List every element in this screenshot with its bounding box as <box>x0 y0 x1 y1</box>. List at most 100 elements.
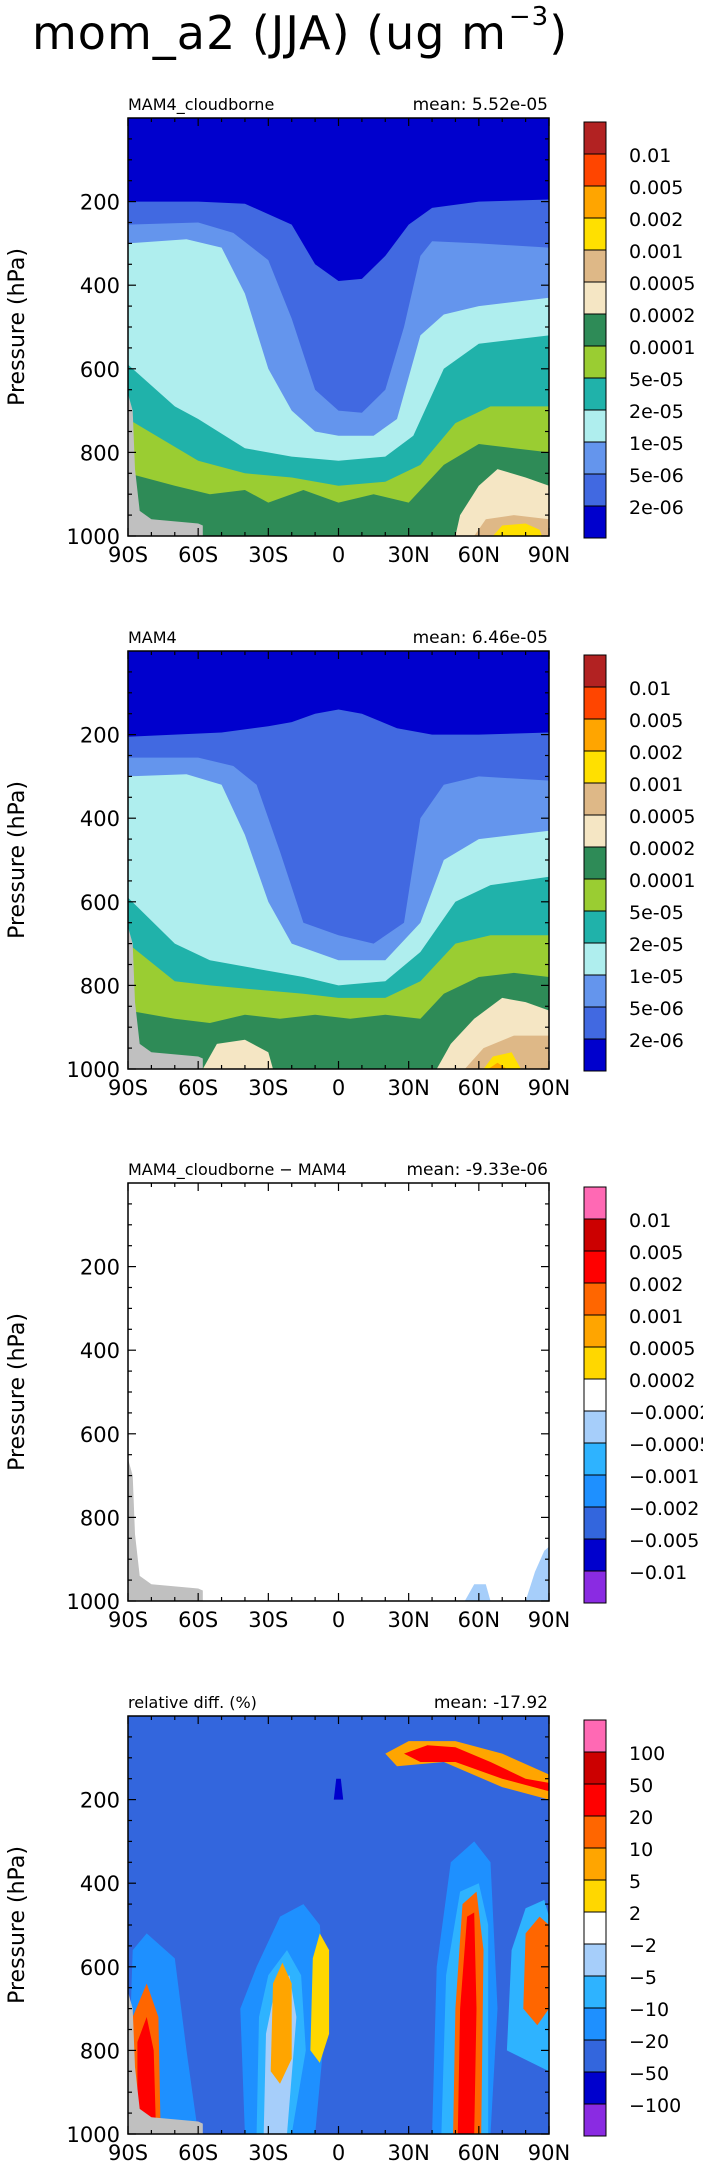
colorbar-box <box>583 1442 607 1476</box>
colorbar-box <box>583 1506 607 1540</box>
y-tick-label: 200 <box>80 191 120 215</box>
missing-data-region <box>128 1991 203 2134</box>
panel-4: 90S 60S 30S 0 30N 60N 90N 200 400 600 800 1000 Press… <box>5 1693 681 2165</box>
contour-2-8 <box>310 1933 330 2063</box>
colorbar-label: 20 <box>629 1807 653 1829</box>
colorbar-label: 0.001 <box>629 1306 683 1328</box>
y-tick-label: 800 <box>80 2039 120 2063</box>
colorbar-box <box>583 2007 607 2041</box>
x-tick-label: 30N <box>387 1076 429 1100</box>
x-tick-label: 60S <box>178 1608 218 1632</box>
colorbar-label: 0.01 <box>629 678 671 700</box>
colorbar-label: −0.002 <box>629 1498 699 1520</box>
x-tick-label: 60N <box>458 1608 500 1632</box>
colorbar-label: 0.0005 <box>629 1338 695 1360</box>
panel-2: 90S 60S 30S 0 30N 60N 90N 200 400 600 800 1000 Press… <box>5 628 695 1100</box>
x-tick-label: 30N <box>387 543 429 567</box>
x-tick-label: 90N <box>528 2141 570 2165</box>
colorbar-label: 0.0002 <box>629 1370 695 1392</box>
colorbar-box <box>583 409 607 443</box>
x-tick-label: 60N <box>458 543 500 567</box>
contour-group <box>128 199 549 536</box>
contour-−50-16 <box>333 1778 344 1800</box>
contour-group <box>128 1458 549 1601</box>
colorbar-box <box>583 1879 607 1913</box>
colorbar-label: 0.0002 <box>629 305 695 327</box>
contour-0.0005-8 <box>464 1035 549 1069</box>
panel-title: MAM4_cloudborne <box>128 95 274 115</box>
missing-data-region <box>128 393 203 536</box>
colorbar-label: −20 <box>629 2031 669 2053</box>
colorbar-box <box>583 878 607 912</box>
colorbar-box <box>583 185 607 219</box>
colorbar-box <box>583 1911 607 1945</box>
panel-3: 90S 60S 30S 0 30N 60N 90N 200 400 600 800 1000 Press… <box>5 1160 703 1632</box>
figure-title-text: mom_a2 (JJA) (ug m <box>32 6 507 60</box>
colorbar-box <box>583 814 607 848</box>
colorbar-label: −10 <box>629 1999 669 2021</box>
colorbar-box <box>583 718 607 752</box>
contour-50-15 <box>404 1745 549 1792</box>
colorbar-label: 2e-05 <box>629 934 684 956</box>
panel-mean: mean: 5.52e-05 <box>413 95 548 115</box>
colorbar-box <box>583 846 607 880</box>
colorbar-label: 100 <box>629 1743 665 1765</box>
colorbar-box <box>583 249 607 283</box>
y-tick-label: 800 <box>80 1506 120 1530</box>
contour-0.001-8 <box>492 523 542 536</box>
panel-title: MAM4_cloudborne − MAM4 <box>128 1160 347 1180</box>
colorbar-box <box>583 1943 607 1977</box>
colorbar-box <box>583 1378 607 1412</box>
colorbar-box <box>583 1538 607 1572</box>
y-tick-label: 200 <box>80 1789 120 1813</box>
x-tick-label: 30S <box>248 543 288 567</box>
y-tick-label: 1000 <box>67 525 120 549</box>
x-tick-label: 90S <box>108 543 148 567</box>
panel-mean: mean: 6.46e-05 <box>413 628 548 648</box>
colorbar-label: 0.001 <box>629 241 683 263</box>
colorbar-box <box>583 654 607 688</box>
contour-group <box>128 1741 549 2134</box>
colorbar-label: −0.01 <box>629 1562 687 1584</box>
colorbar-label: 0.01 <box>629 145 671 167</box>
y-tick-label: 1000 <box>67 1590 120 1614</box>
x-tick-label: 30S <box>248 1076 288 1100</box>
x-tick-label: 60S <box>178 543 218 567</box>
y-tick-label: 800 <box>80 441 120 465</box>
x-tick-label: 60S <box>178 1076 218 1100</box>
x-tick-label: 30N <box>387 2141 429 2165</box>
y-tick-label: 600 <box>80 1956 120 1980</box>
missing-data-region <box>128 1458 203 1601</box>
colorbar-box <box>583 1186 607 1220</box>
colorbar-box <box>583 2039 607 2073</box>
y-axis-label: Pressure (hPa) <box>5 1846 30 2004</box>
y-tick-label: 600 <box>80 358 120 382</box>
colorbar-box <box>583 1282 607 1316</box>
colorbar-label: −0.0005 <box>629 1434 703 1456</box>
colorbar-label: −0.001 <box>629 1466 699 1488</box>
x-tick-label: 30N <box>387 1608 429 1632</box>
contour-−0.0002-0 <box>464 1584 491 1601</box>
colorbar-box <box>583 313 607 347</box>
x-tick-label: 60N <box>458 1076 500 1100</box>
colorbar-label: 1e-05 <box>629 433 684 455</box>
colorbar-box <box>583 121 607 155</box>
colorbar-box <box>583 217 607 251</box>
y-axis-label: Pressure (hPa) <box>5 781 30 939</box>
panel-1: 90S 60S 30S 0 30N 60N 90N 200 400 600 800 1000 Press… <box>5 95 695 567</box>
colorbar-box <box>583 473 607 507</box>
colorbar-label: 10 <box>629 1839 653 1861</box>
x-tick-label: 90N <box>528 1608 570 1632</box>
y-tick-label: 200 <box>80 724 120 748</box>
colorbar-label: −0.005 <box>629 1530 699 1552</box>
y-tick-label: 800 <box>80 974 120 998</box>
contour-−0.0002-1 <box>525 1546 549 1601</box>
colorbar-label: 0.002 <box>629 742 683 764</box>
x-tick-label: 0 <box>332 543 345 567</box>
colorbar-label: 0.001 <box>629 774 683 796</box>
colorbar-box <box>583 377 607 411</box>
colorbar-box <box>583 2071 607 2105</box>
colorbar-label: 5e-05 <box>629 902 684 924</box>
contour-0.0001-5 <box>128 444 549 536</box>
colorbar-label: −5 <box>629 1967 657 1989</box>
